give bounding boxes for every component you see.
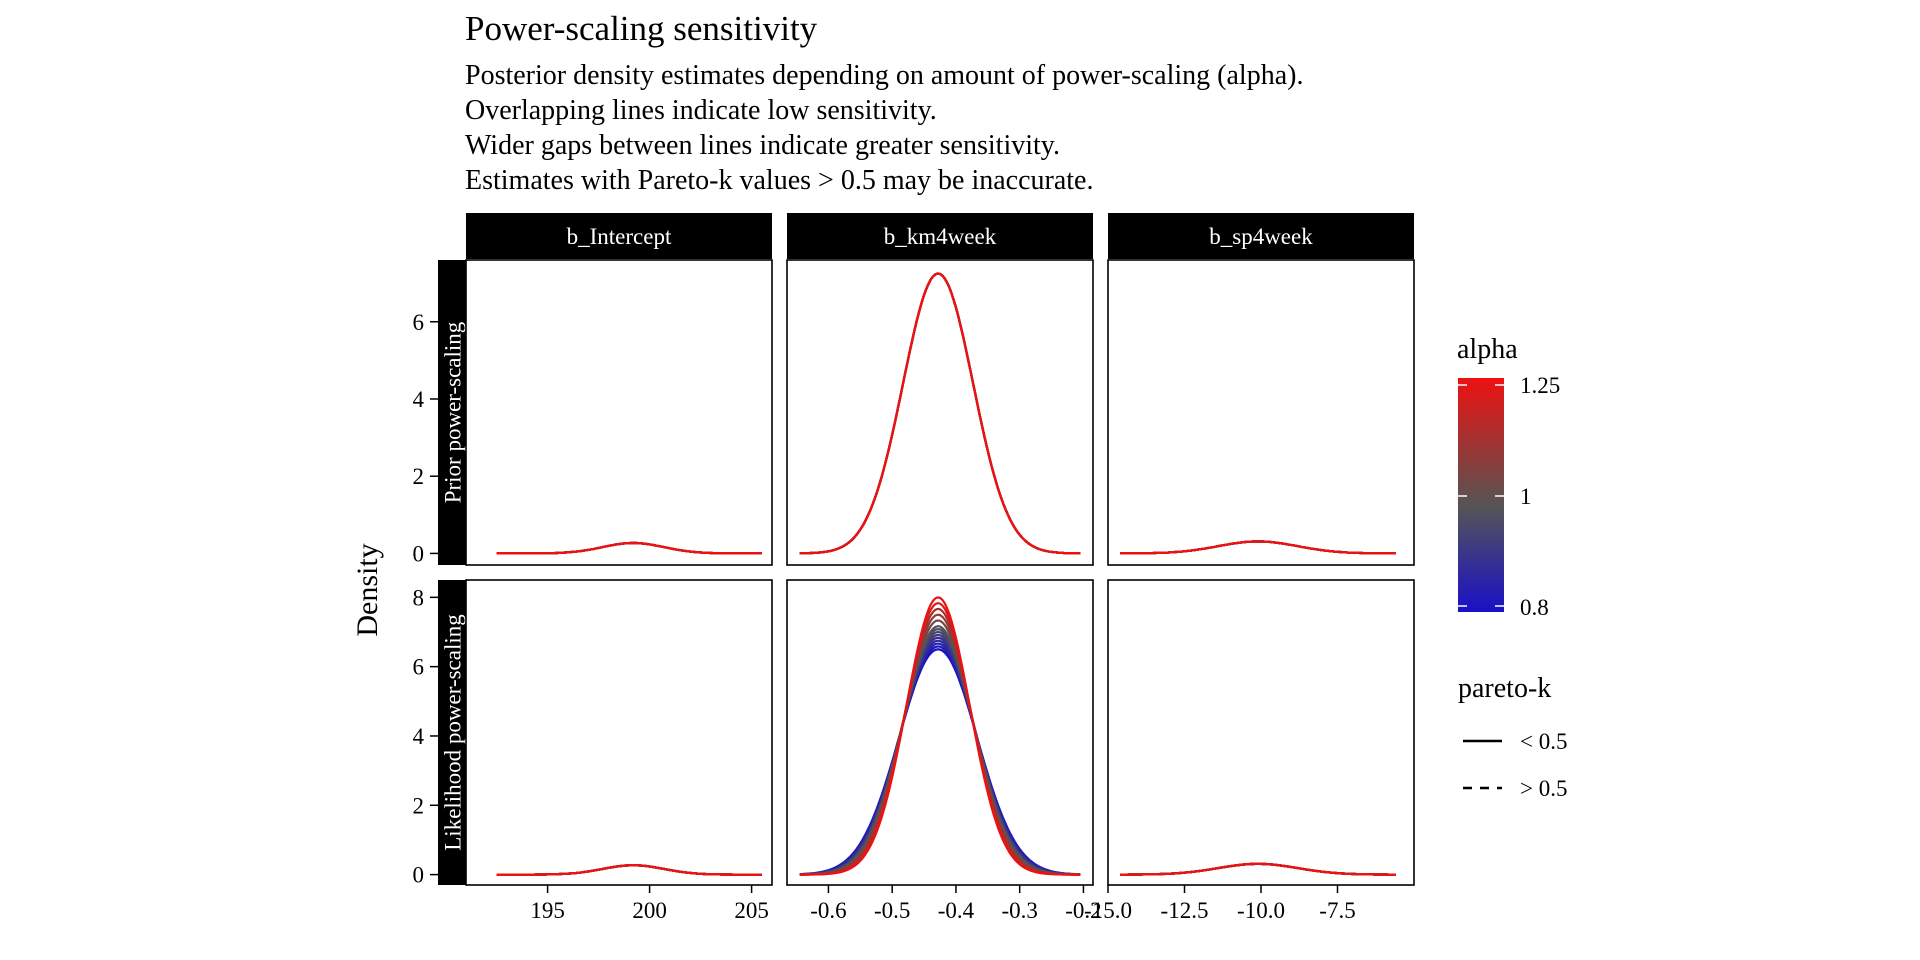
- facet-column-label: b_sp4week: [1209, 224, 1313, 249]
- y-tick-label: 6: [413, 655, 425, 680]
- y-tick-label: 8: [413, 585, 425, 610]
- x-tick-label: -12.5: [1161, 898, 1209, 923]
- facet-strip: [438, 580, 467, 885]
- chart-title: Power-scaling sensitivity: [465, 9, 818, 48]
- x-tick-label: 205: [734, 898, 769, 923]
- panel-curves: [496, 864, 762, 876]
- facet-strip: [466, 213, 772, 259]
- panel-frame: [1107, 259, 1415, 566]
- alpha-label: 1.25: [1520, 373, 1560, 398]
- facet-row-label: Likelihood power-scaling: [441, 614, 466, 851]
- panel-curves: [496, 541, 762, 555]
- panel-curves: [1120, 540, 1396, 555]
- y-tick-label: 0: [413, 863, 425, 888]
- alpha-colorbar: [1458, 378, 1504, 612]
- panel-frame: [786, 579, 1094, 886]
- x-tick-label: -10.0: [1237, 898, 1285, 923]
- alpha-legend: alpha 1.25 1 0.8: [1457, 334, 1560, 620]
- panel-frame: [786, 259, 1094, 566]
- x-tick-label: -0.2: [1065, 898, 1101, 923]
- chart-subtitle-line: Overlapping lines indicate low sensitivi…: [465, 95, 937, 126]
- panel-curves: [799, 596, 1081, 876]
- y-tick-label: 2: [413, 793, 425, 818]
- panel-frame: [1107, 579, 1415, 886]
- plot-area: b_Intercept b_km4week b_sp4week Prior power…: [413, 213, 1415, 923]
- x-tick-label: -0.3: [1001, 898, 1037, 923]
- panel-curves: [1120, 862, 1396, 876]
- alpha-legend-title: alpha: [1457, 334, 1518, 365]
- x-tick-label: 200: [632, 898, 667, 923]
- chart-subtitle-line: Estimates with Pareto-k values > 0.5 may…: [465, 165, 1093, 196]
- density-line: [496, 541, 762, 555]
- x-tick-label: -0.6: [810, 898, 846, 923]
- alpha-label: 0.8: [1520, 595, 1549, 620]
- density-line: [1120, 862, 1396, 876]
- density-line: [799, 272, 1081, 555]
- pareto-label: < 0.5: [1520, 729, 1567, 754]
- y-axis-title: Density: [351, 543, 384, 636]
- x-tick-label: 195: [530, 898, 565, 923]
- pareto-legend-title: pareto-k: [1458, 673, 1551, 704]
- facet-row-label: Prior power-scaling: [441, 321, 466, 503]
- y-tick-label: 0: [413, 541, 425, 566]
- panel-frame: [465, 579, 773, 886]
- y-tick-label: 4: [413, 387, 425, 412]
- pareto-legend: pareto-k < 0.5 > 0.5: [1458, 673, 1567, 801]
- density-line: [799, 596, 1081, 876]
- y-tick-label: 4: [413, 724, 425, 749]
- density-line: [496, 864, 762, 876]
- chart-subtitle-line: Posterior density estimates depending on…: [465, 60, 1303, 91]
- facet-strip: [787, 213, 1093, 259]
- facet-column-label: b_Intercept: [567, 224, 672, 249]
- y-tick-label: 6: [413, 310, 425, 335]
- x-tick-label: -0.4: [938, 898, 975, 923]
- x-tick-label: -0.5: [874, 898, 910, 923]
- x-tick-label: -15.0: [1084, 898, 1132, 923]
- facet-strip: [1108, 213, 1414, 259]
- y-tick-label: 2: [413, 464, 425, 489]
- alpha-label: 1: [1520, 484, 1532, 509]
- chart-subtitle-line: Wider gaps between lines indicate greate…: [465, 130, 1060, 161]
- facet-strip: [438, 260, 467, 565]
- facet-column-label: b_km4week: [884, 224, 997, 249]
- density-line: [1120, 540, 1396, 555]
- pareto-label: > 0.5: [1520, 776, 1567, 801]
- x-tick-label: -7.5: [1319, 898, 1355, 923]
- panel-frame: [465, 259, 773, 566]
- panel-curves: [799, 272, 1081, 555]
